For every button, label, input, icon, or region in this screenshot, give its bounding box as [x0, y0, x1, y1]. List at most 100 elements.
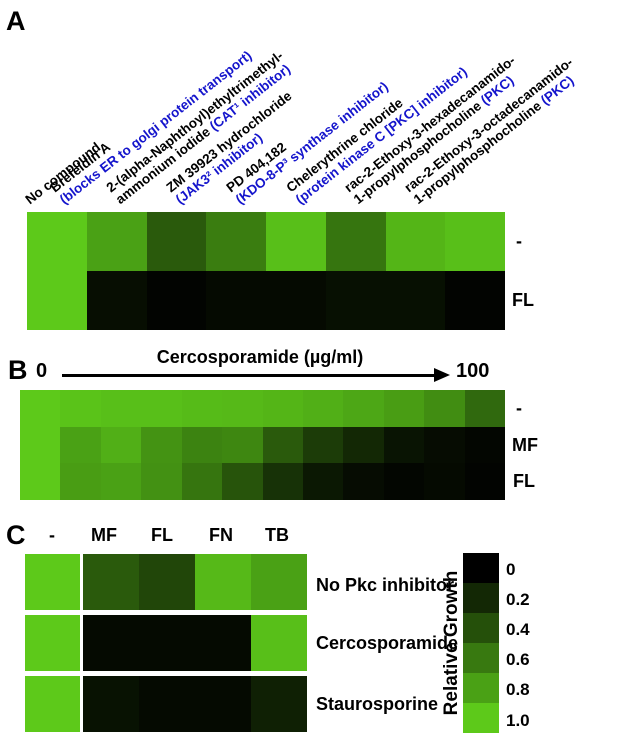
- panel-c-header-tb: TB: [265, 525, 289, 545]
- panel-c-header-mf: MF: [91, 525, 117, 545]
- panel-a-row-label-fl: FL: [512, 290, 534, 310]
- colorbar-band: [463, 643, 499, 673]
- arrow-line: [62, 374, 436, 377]
- panel-b-cell: [181, 463, 223, 500]
- panel-b-cell: [141, 390, 182, 427]
- colorbar-tick-04: 0.4: [506, 620, 530, 639]
- panel-b-cell: [302, 390, 344, 427]
- panel-c-row-label-3: Staurosporine: [316, 694, 439, 714]
- panel-b-letter: B: [8, 355, 28, 385]
- panel-b-cell: [181, 390, 223, 427]
- panel-b-cell: [343, 463, 384, 500]
- panel-b-cell: [100, 390, 142, 427]
- panel-a-cell: [206, 271, 266, 330]
- panel-b-row-label-mf: MF: [512, 435, 538, 455]
- panel-a-cell: [445, 271, 505, 330]
- panel-b-axis-title: Cercosporamide (µg/ml): [156, 347, 364, 367]
- panel-a-cell: [86, 271, 147, 330]
- colorbar-band: [463, 613, 499, 643]
- panel-c-row-label-2: Cercosporamide: [316, 633, 459, 653]
- panel-c-cell: [251, 554, 307, 610]
- panel-b-cell: [383, 463, 425, 500]
- panel-b-cell: [60, 463, 101, 500]
- panel-c-cell: [195, 554, 251, 610]
- colorbar-tick-02: 0.2: [506, 590, 530, 609]
- panel-a-letter: A: [6, 6, 26, 36]
- panel-b-axis-min: 0: [36, 360, 48, 382]
- colorbar-title: Relative Growth: [441, 570, 462, 716]
- panel-b-cell: [100, 463, 142, 500]
- panel-c-cell: [251, 676, 307, 732]
- panel-a-cell: [206, 212, 266, 271]
- panel-c-cell: [25, 554, 80, 610]
- colorbar-band: [463, 583, 499, 613]
- panel-b-cell: [20, 463, 61, 500]
- panel-c-header-minus: -: [49, 525, 55, 545]
- panel-a-cell: [86, 212, 147, 271]
- panel-b-cell: [383, 426, 425, 464]
- panel-b-cell: [464, 390, 506, 427]
- panel-b-cell: [302, 463, 344, 500]
- panel-c-cell: [25, 676, 80, 732]
- panel-c-cell: [139, 615, 195, 671]
- colorbar-tick-10: 1.0: [506, 711, 530, 730]
- panel-a-cell: [325, 212, 386, 271]
- panel-a-cell: [385, 271, 446, 330]
- panel-c-cell: [83, 676, 139, 732]
- panel-c-cell: [251, 615, 307, 671]
- panel-b-cell: [383, 390, 425, 427]
- panel-b-cell: [60, 390, 101, 427]
- colorbar-band: [463, 703, 499, 733]
- panel-b-cell: [262, 390, 303, 427]
- panel-c-cell: [195, 676, 251, 732]
- panel-b-cell: [343, 426, 384, 464]
- panel-a-column-labels: No compound Brefeldin A (blocks ER to golg…: [0, 0, 642, 207]
- panel-b-cell: [20, 390, 61, 427]
- colorbar-tick-08: 0.8: [506, 680, 530, 699]
- panel-b-cell: [141, 463, 182, 500]
- panel-b-cell: [100, 426, 142, 464]
- panel-a-cell: [325, 271, 386, 330]
- panel-b-cell: [60, 426, 101, 464]
- panel-a-cell: [27, 212, 87, 271]
- panel-b-cell: [302, 426, 344, 464]
- panel-b-cell: [464, 426, 506, 464]
- panel-b-cell: [343, 390, 384, 427]
- panel-b-cell: [222, 390, 263, 427]
- panel-a-cell: [146, 212, 207, 271]
- panel-a-cell: [27, 271, 87, 330]
- panel-b-cell: [424, 426, 465, 464]
- panel-c-cell: [139, 554, 195, 610]
- colorbar-band: [463, 553, 499, 583]
- panel-c-header-fn: FN: [209, 525, 233, 545]
- panel-c-header-fl: FL: [151, 525, 173, 545]
- panel-b-row-label-fl: FL: [513, 471, 535, 491]
- panel-c-cell: [195, 615, 251, 671]
- panel-a-cell: [266, 271, 326, 330]
- panel-b-cell: [141, 426, 182, 464]
- colorbar-tick-06: 0.6: [506, 650, 530, 669]
- panel-a-row-label-minus: -: [516, 231, 522, 251]
- panel-a-cell: [146, 271, 207, 330]
- panel-b-cell: [424, 390, 465, 427]
- panel-c-cell: [25, 615, 80, 671]
- panel-c-cell: [83, 554, 139, 610]
- panel-a-cell: [385, 212, 446, 271]
- panel-c-cell: [83, 615, 139, 671]
- panel-c-cell: [139, 676, 195, 732]
- panel-c-row-label-1: No Pkc inhibitor: [316, 575, 455, 595]
- panel-c-letter: C: [6, 520, 26, 550]
- panel-b-cell: [20, 426, 61, 464]
- panel-b-row-label-minus: -: [516, 398, 522, 418]
- panel-b-cell: [464, 463, 506, 500]
- colorbar-band: [463, 673, 499, 703]
- panel-a-cell: [266, 212, 326, 271]
- colorbar-tick-0: 0: [506, 560, 516, 579]
- panel-a-cell: [445, 212, 505, 271]
- panel-b-cell: [181, 426, 223, 464]
- panel-b-cell: [424, 463, 465, 500]
- panel-b-axis-max: 100: [456, 360, 490, 382]
- panel-b-cell: [262, 463, 303, 500]
- panel-b-cell: [222, 426, 263, 464]
